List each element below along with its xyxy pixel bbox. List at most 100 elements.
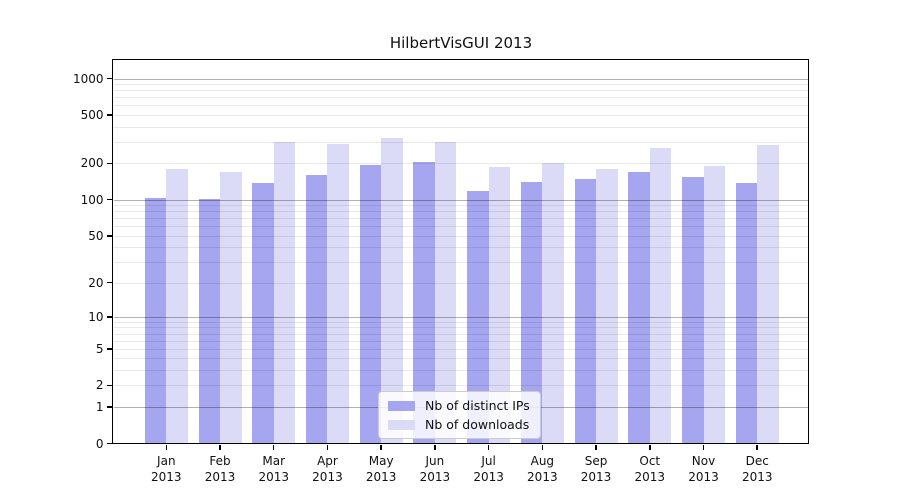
gridline-major [113, 78, 809, 80]
x-tick-mark [380, 445, 382, 450]
x-tick-mark [326, 445, 329, 450]
bar-distinct-ips-mar [252, 183, 274, 444]
bar-downloads-may [381, 137, 403, 444]
x-tick-label: Mar 2013 [258, 453, 289, 484]
gridline-minor [113, 226, 809, 228]
x-tick-label: Dec 2013 [741, 453, 773, 484]
bar-downloads-feb [220, 171, 242, 444]
gridline-major [113, 316, 809, 318]
legend-label-downloads: Nb of downloads [425, 417, 530, 432]
x-tick-mark [434, 445, 436, 450]
x-tick-label: Sep 2013 [580, 453, 612, 484]
gridline-minor [113, 333, 809, 335]
gridline-minor [113, 126, 809, 128]
bar-downloads-mar [273, 141, 296, 444]
y-tick-mark [107, 281, 112, 284]
x-tick-label: Feb 2013 [204, 453, 236, 484]
gridline-minor [113, 84, 809, 86]
gridline-minor [113, 211, 809, 213]
gridline-minor [113, 262, 809, 264]
y-tick-mark [107, 235, 112, 237]
x-tick-mark [756, 445, 758, 450]
y-tick-label: 1 [95, 399, 104, 414]
gridline-minor [113, 90, 809, 92]
chart-title: HilbertVisGUI 2013 [389, 34, 533, 52]
bar-downloads-apr [327, 143, 349, 444]
x-tick-mark [272, 445, 275, 450]
y-tick-label: 100 [80, 192, 104, 207]
gridline-minor [113, 205, 809, 207]
y-tick-label: 10 [88, 309, 104, 324]
x-tick-label: Apr 2013 [312, 453, 343, 484]
bar-downloads-sep [596, 168, 618, 444]
y-tick-mark [107, 162, 112, 165]
x-tick-mark [541, 445, 544, 450]
gridline-minor [113, 97, 809, 99]
gridline-minor [113, 163, 809, 165]
y-tick-label: 2 [95, 378, 104, 393]
y-tick-label: 20 [88, 275, 104, 290]
bar-distinct-ips-jun [413, 161, 435, 444]
y-tick-mark [107, 316, 112, 318]
x-tick-label: Jun 2013 [419, 453, 451, 484]
gridline-minor [113, 348, 809, 350]
x-tick-label: Oct 2013 [634, 453, 666, 484]
bar-downloads-jul [488, 167, 511, 444]
x-tick-label: Aug 2013 [527, 453, 558, 484]
legend-swatch-distinct-ips [388, 400, 415, 411]
y-tick-mark [107, 442, 112, 445]
bar-downloads-jan [166, 169, 188, 444]
bar-downloads-dec [757, 145, 779, 444]
bar-distinct-ips-jul [467, 190, 489, 444]
bar-distinct-ips-may [359, 165, 382, 444]
bar-distinct-ips-sep [574, 179, 597, 444]
gridline-minor [113, 141, 809, 143]
y-tick-label: 200 [80, 156, 104, 171]
legend-swatch-downloads [388, 419, 415, 430]
y-tick-mark [107, 384, 112, 387]
y-tick-mark [107, 406, 112, 408]
bar-distinct-ips-nov [682, 177, 704, 444]
x-tick-mark [487, 445, 490, 450]
x-tick-label: Jan 2013 [151, 453, 182, 484]
legend-item-distinct-ips: Nb of distinct IPs [388, 398, 530, 413]
x-tick-mark [219, 445, 221, 450]
y-tick-label: 5 [95, 341, 104, 356]
legend: Nb of distinct IPs Nb of downloads [378, 391, 541, 439]
bar-distinct-ips-jan [144, 197, 167, 444]
x-tick-mark [165, 445, 168, 450]
legend-label-distinct-ips: Nb of distinct IPs [425, 398, 530, 413]
gridline-minor [113, 115, 809, 117]
legend-item-downloads: Nb of downloads [388, 417, 530, 432]
gridline-minor [113, 358, 809, 360]
bar-distinct-ips-dec [735, 183, 758, 444]
y-tick-mark [107, 114, 112, 116]
x-tick-mark [649, 445, 651, 450]
x-tick-label: May 2013 [365, 453, 397, 484]
y-tick-label: 0 [95, 436, 104, 451]
y-tick-label: 1000 [72, 71, 104, 86]
bar-distinct-ips-feb [198, 198, 221, 444]
x-tick-mark [595, 445, 597, 450]
bar-downloads-oct [649, 147, 672, 444]
gridline-minor [113, 321, 809, 323]
gridline-minor [113, 282, 809, 284]
y-tick-label: 500 [80, 108, 104, 123]
bar-distinct-ips-oct [628, 172, 650, 444]
bar-downloads-nov [703, 166, 725, 444]
gridline-minor [113, 247, 809, 249]
gridline-minor [113, 105, 809, 107]
y-tick-mark [107, 198, 112, 201]
bar-downloads-jun [434, 141, 457, 444]
bar-downloads-aug [542, 162, 564, 444]
bar-distinct-ips-apr [305, 174, 328, 444]
gridline-minor [113, 218, 809, 220]
gridline-major [113, 199, 809, 201]
y-tick-label: 50 [88, 228, 104, 243]
x-tick-label: Jul 2013 [473, 453, 504, 484]
bar-distinct-ips-aug [520, 182, 543, 444]
x-tick-mark [702, 445, 705, 450]
y-tick-mark [107, 77, 112, 80]
y-tick-mark [107, 348, 112, 350]
